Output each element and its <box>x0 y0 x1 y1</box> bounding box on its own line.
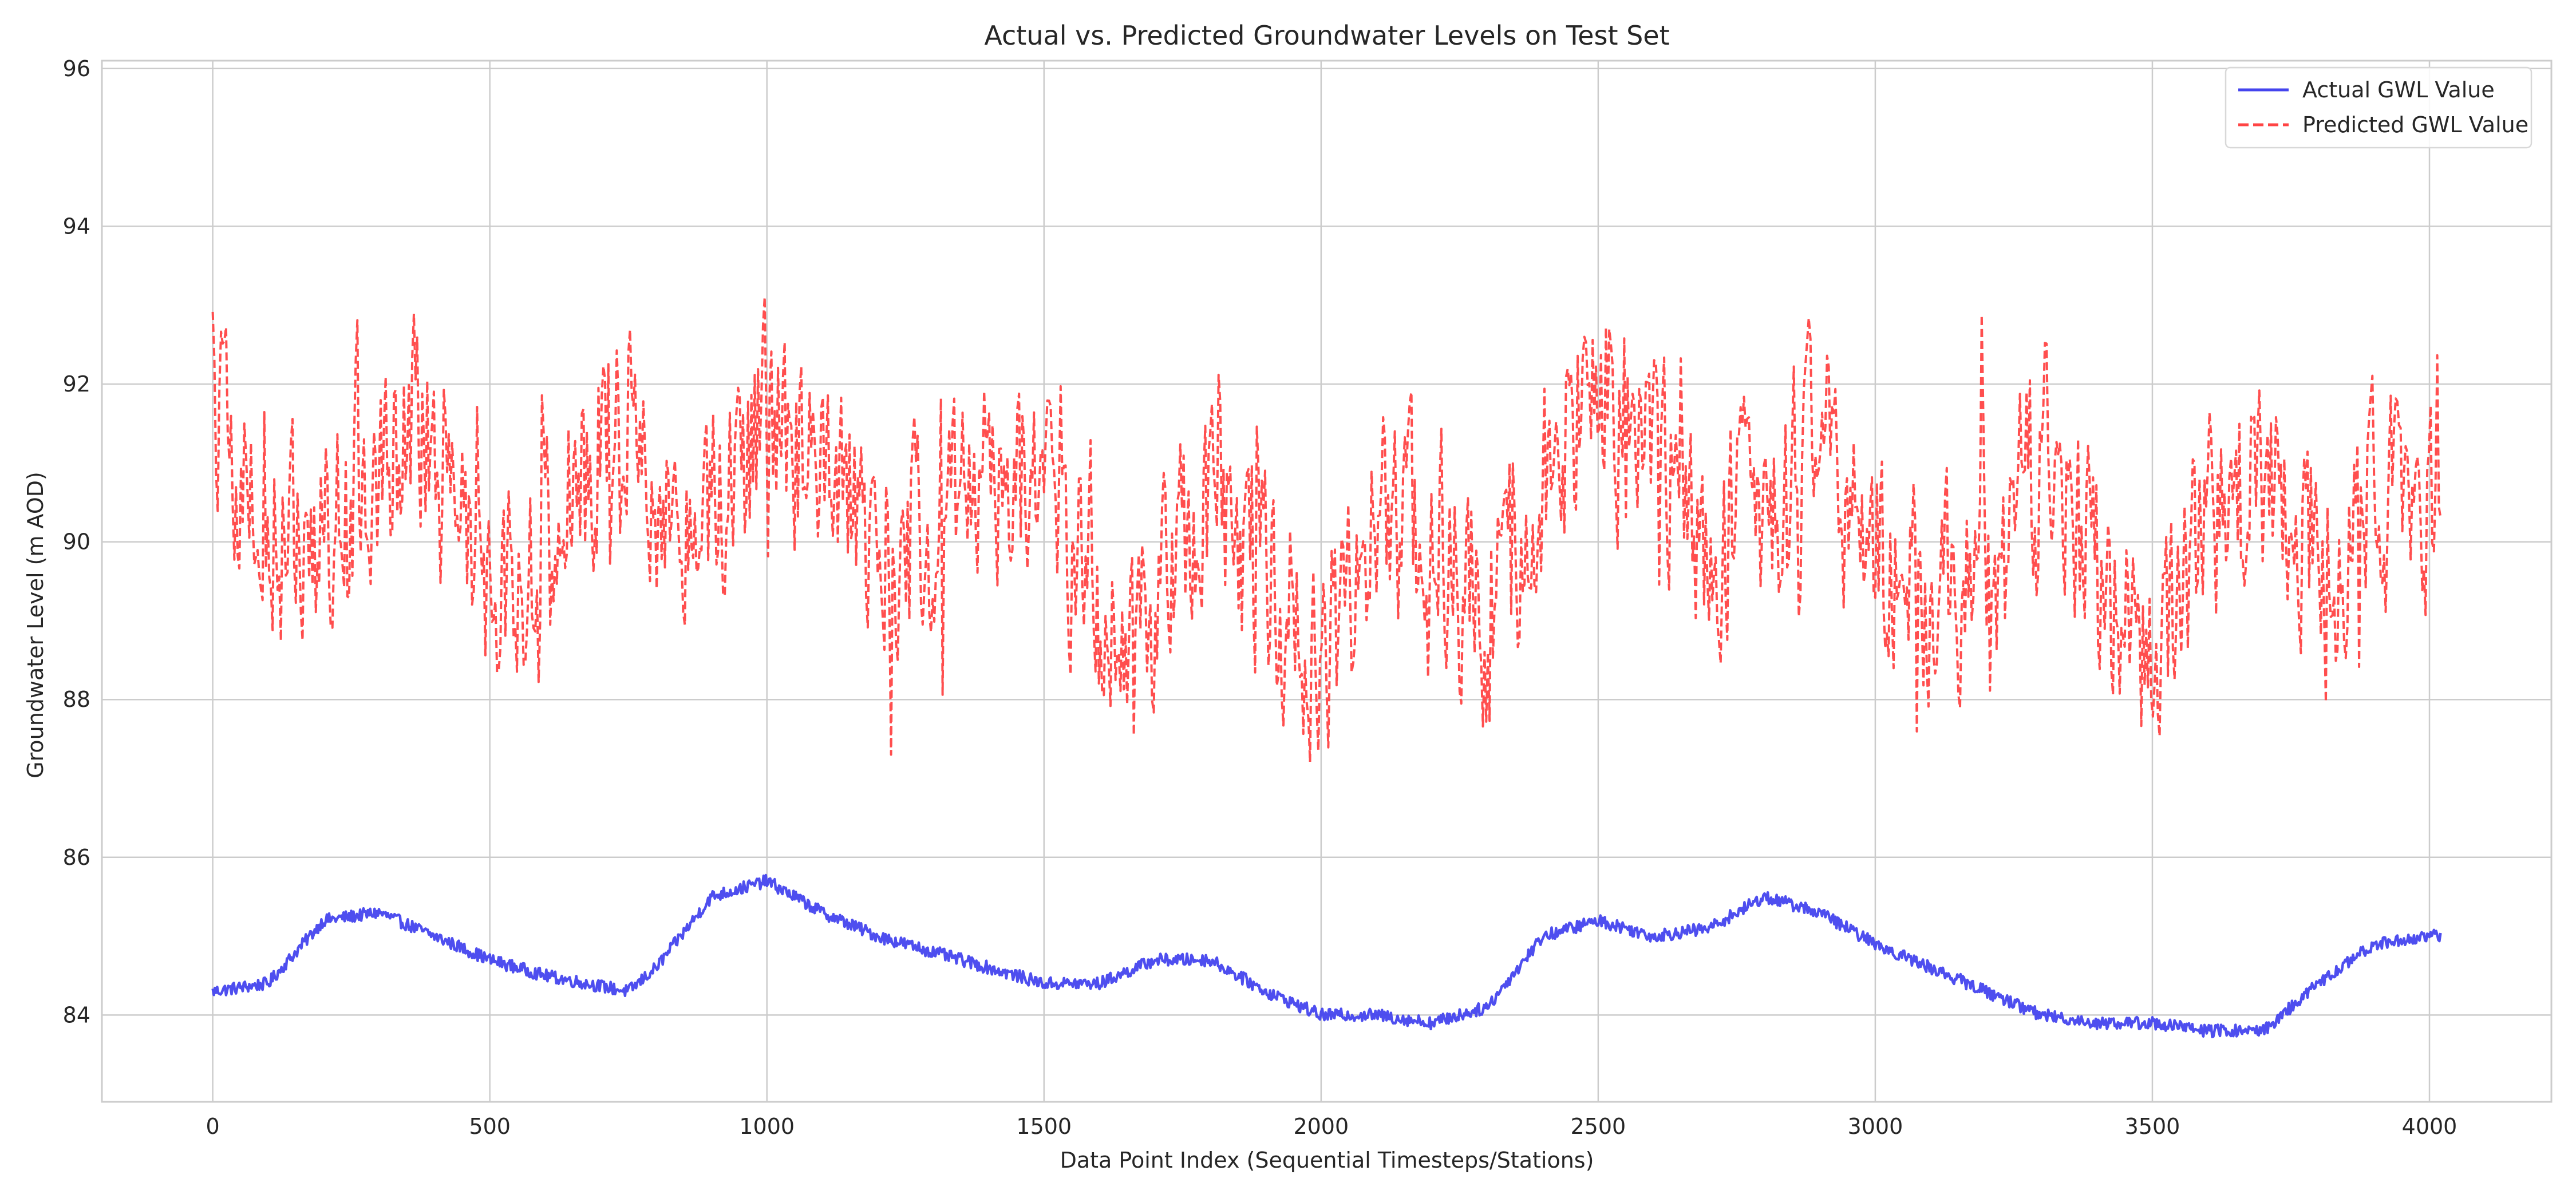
y-tick-label: 94 <box>63 213 90 239</box>
y-tick-label: 92 <box>63 371 90 397</box>
y-tick-label: 84 <box>63 1002 90 1027</box>
x-tick-label: 2500 <box>1571 1114 1626 1139</box>
x-tick-labels: 0 500 1000 1500 2000 2500 3000 3500 4000 <box>206 1114 2458 1139</box>
series-lines <box>211 295 2442 1038</box>
legend-box <box>2225 66 2532 149</box>
x-tick-label: 3000 <box>1848 1114 1903 1139</box>
x-tick-label: 2000 <box>1293 1114 1349 1139</box>
series-line-actual <box>211 873 2442 1038</box>
x-tick-label: 1500 <box>1016 1114 1072 1139</box>
legend-label-actual: Actual GWL Value <box>2302 77 2495 102</box>
legend: Actual GWL Value Predicted GWL Value <box>2225 66 2532 149</box>
chart-title: Actual vs. Predicted Groundwater Levels … <box>984 20 1669 51</box>
plot-frame <box>101 60 2553 1103</box>
legend-label-predicted: Predicted GWL Value <box>2302 112 2528 137</box>
x-tick-label: 1000 <box>739 1114 795 1139</box>
y-tick-labels: 84 86 88 90 92 94 96 <box>63 56 90 1028</box>
grid-lines <box>102 61 2551 1102</box>
y-tick-label: 96 <box>63 56 90 81</box>
x-tick-label: 4000 <box>2402 1114 2458 1139</box>
x-tick-label: 3500 <box>2125 1114 2180 1139</box>
series-line-predicted <box>211 295 2442 764</box>
x-tick-label: 0 <box>206 1114 220 1139</box>
x-axis-label: Data Point Index (Sequential Timesteps/S… <box>1060 1148 1594 1173</box>
y-tick-label: 90 <box>63 529 90 555</box>
y-tick-label: 88 <box>63 687 90 712</box>
x-tick-label: 500 <box>469 1114 511 1139</box>
y-axis-label: Groundwater Level (m AOD) <box>23 472 48 778</box>
y-tick-label: 86 <box>63 845 90 870</box>
